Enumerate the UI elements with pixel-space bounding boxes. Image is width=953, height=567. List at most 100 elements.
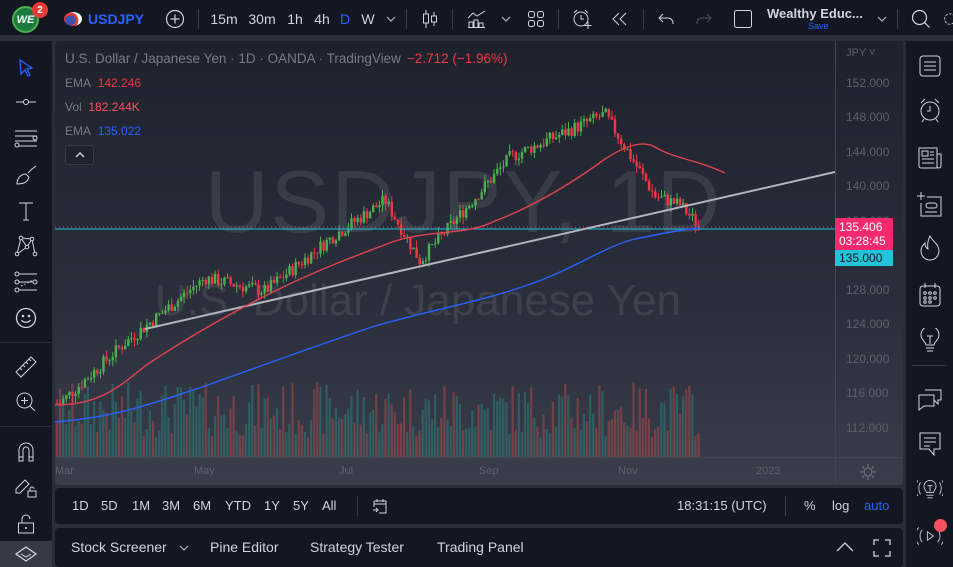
save-layout-link[interactable]: Save [808, 21, 829, 31]
chevron-down-icon [179, 545, 189, 552]
chats-button[interactable] [917, 386, 943, 412]
range-5d[interactable]: 5D [101, 498, 118, 513]
maximize-panel-button[interactable] [873, 539, 891, 557]
price-tick: 140.000 [846, 179, 890, 193]
interval-d[interactable]: D [339, 11, 351, 27]
log-scale-toggle[interactable]: log [832, 498, 850, 513]
trend-line-tool-button[interactable] [13, 89, 39, 115]
range-1d[interactable]: 1D [72, 498, 89, 513]
interval-15m[interactable]: 15m [210, 11, 238, 27]
lock-drawings-mode-button[interactable] [13, 474, 39, 500]
lightbulb-icon [920, 328, 940, 352]
symbol-search-button[interactable]: USDJPY [64, 0, 144, 38]
range-all[interactable]: All [322, 498, 337, 513]
measure-tool-button[interactable] [13, 354, 39, 380]
news-button[interactable] [917, 145, 943, 171]
price-tick: 128.000 [846, 283, 890, 297]
chart-type-candles-button[interactable] [419, 0, 441, 38]
go-to-date-button[interactable] [372, 497, 388, 515]
line-tool-icon [16, 99, 36, 105]
hotlists-button[interactable] [917, 235, 943, 261]
hide-drawings-button[interactable] [0, 541, 52, 567]
indicator-volume[interactable]: Vol 182.244K [65, 100, 140, 114]
expand-panel-button[interactable] [835, 541, 855, 553]
gear-icon [944, 13, 953, 25]
text-tool-button[interactable] [13, 198, 39, 224]
emoji-tool-button[interactable] [13, 305, 39, 331]
pattern-tool-button[interactable] [13, 233, 39, 259]
symbol-name: USDJPY [88, 11, 145, 27]
indicators-icon [467, 10, 486, 28]
divider [643, 9, 644, 29]
bar-replay-button[interactable] [608, 0, 632, 38]
alerts-button[interactable] [917, 97, 943, 123]
pattern-icon [14, 235, 38, 257]
collapse-legend-button[interactable] [65, 145, 94, 165]
redo-icon [696, 13, 712, 24]
calendar-button[interactable] [917, 282, 943, 308]
live-streams-button[interactable] [917, 519, 947, 549]
zoom-in-icon [16, 392, 36, 412]
symbol-watermark: USDJPY, 1D [205, 152, 723, 251]
prediction-tool-button[interactable] [13, 269, 39, 295]
interval-dropdown-button[interactable] [384, 0, 398, 38]
chart-settings-button[interactable] [860, 464, 876, 480]
undo-button[interactable] [655, 0, 677, 38]
chevron-up-icon [75, 152, 84, 158]
candlestick-chart[interactable] [55, 41, 835, 457]
zoom-in-tool-button[interactable] [13, 389, 39, 415]
tab-pine-editor[interactable]: Pine Editor [210, 539, 279, 555]
sun-settings-icon [860, 464, 876, 480]
cursor-tool-button[interactable] [13, 55, 39, 81]
ideas-button[interactable] [917, 328, 943, 354]
indicators-button[interactable] [465, 0, 489, 38]
magnet-mode-button[interactable] [13, 439, 39, 465]
create-alert-button[interactable] [570, 0, 594, 38]
search-button[interactable] [909, 0, 933, 38]
horizontal-lines-icon [14, 130, 38, 148]
indicator-ema-slow[interactable]: EMA 135.022 [65, 124, 141, 138]
magnet-icon [18, 442, 34, 462]
indicator-ema-fast[interactable]: EMA 142.246 [65, 76, 141, 90]
range-3m[interactable]: 3M [162, 498, 181, 513]
divider [0, 426, 52, 427]
indicators-dropdown-button[interactable] [500, 0, 512, 38]
time-tick: 2023 [756, 465, 781, 477]
divider [0, 342, 52, 343]
range-ytd[interactable]: YTD [225, 498, 251, 513]
settings-button[interactable] [942, 0, 953, 38]
time-tick: Jul [339, 465, 354, 477]
chart-legend-title[interactable]: U.S. Dollar / Japanese Yen · 1D · OANDA … [65, 51, 508, 66]
compare-add-symbol-button[interactable] [163, 0, 187, 38]
messages-button[interactable] [917, 431, 943, 457]
chart-pane[interactable]: USDJPY, 1D U.S. Dollar / Japanese Yen U.… [55, 41, 903, 485]
brush-tool-button[interactable] [13, 162, 39, 188]
interval-30m[interactable]: 30m [248, 11, 276, 27]
range-5y[interactable]: 5Y [293, 498, 309, 513]
data-window-button[interactable] [917, 191, 943, 217]
interval-4h[interactable]: 4h [314, 11, 330, 27]
time-axis[interactable]: Mar May Jul Sep Nov 2023 [55, 457, 903, 485]
fib-tool-button[interactable] [13, 125, 39, 151]
fullscreen-toggle-button[interactable] [732, 0, 754, 38]
range-6m[interactable]: 6M [193, 498, 212, 513]
tab-trading-panel[interactable]: Trading Panel [437, 539, 524, 555]
layout-name[interactable]: Wealthy Educ... [767, 6, 863, 21]
tab-stock-screener[interactable]: Stock Screener [71, 528, 189, 567]
range-1y[interactable]: 1Y [264, 498, 280, 513]
layout-grid-button[interactable] [525, 0, 547, 38]
interval-1h[interactable]: 1h [287, 11, 303, 27]
watchlist-button[interactable] [917, 53, 943, 79]
lock-all-drawings-button[interactable] [13, 511, 39, 537]
layout-dropdown-button[interactable] [875, 0, 889, 38]
redo-button[interactable] [693, 0, 715, 38]
percent-scale-toggle[interactable]: % [804, 498, 816, 513]
time-tick: Mar [55, 465, 74, 477]
interval-w[interactable]: W [361, 11, 375, 27]
utc-clock[interactable]: 18:31:15 (UTC) [677, 498, 767, 513]
range-1m[interactable]: 1M [132, 498, 151, 513]
tab-strategy-tester[interactable]: Strategy Tester [310, 539, 404, 555]
currency-selector[interactable]: JPY ˅ [846, 47, 876, 59]
auto-scale-toggle[interactable]: auto [864, 498, 890, 513]
streams-button[interactable] [917, 477, 943, 503]
